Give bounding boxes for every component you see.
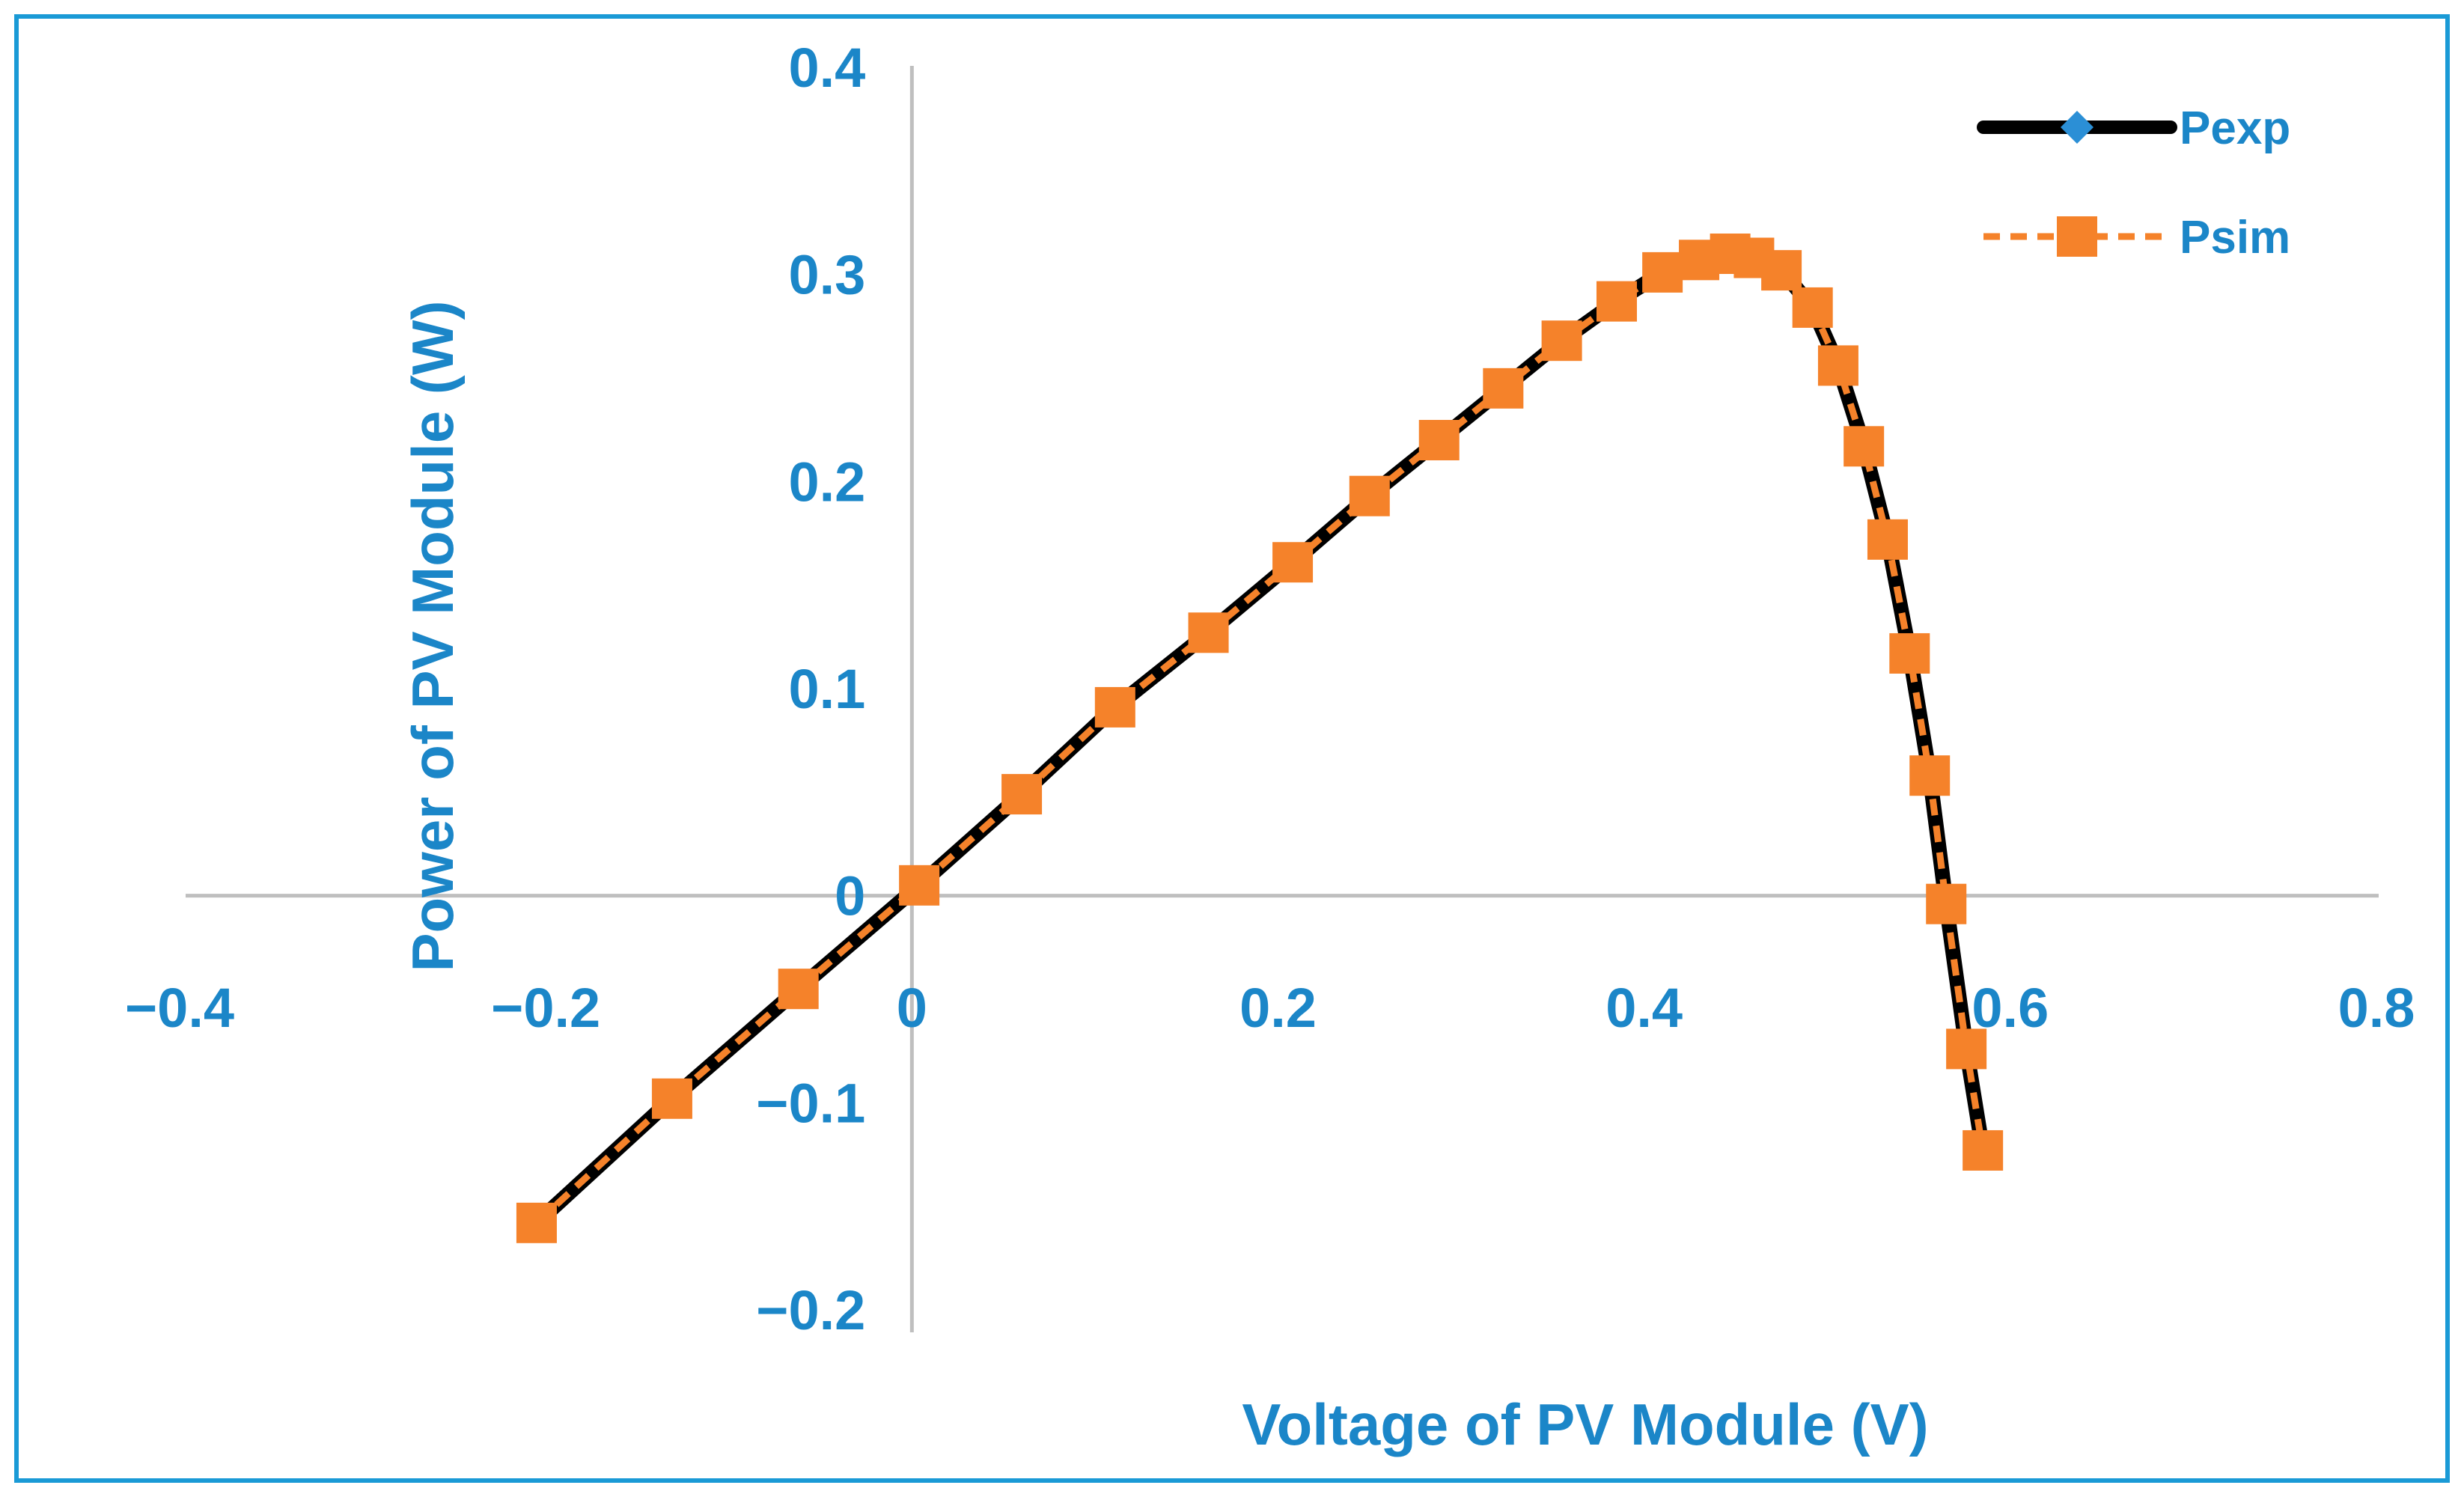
x-tick-label: 0.6 [1971,977,2049,1039]
psim-point [1349,475,1390,516]
legend-psim-label: Psim [2180,212,2290,263]
y-tick-label: 0.4 [788,37,865,99]
chart-frame [14,14,2450,1483]
legend: Pexp Psim [1977,103,2290,263]
x-tick-labels: −0.4 −0.2 0 0.2 0.4 0.6 0.8 [125,977,2415,1039]
legend-pexp-marker [2061,111,2094,144]
psim-point [1541,320,1582,362]
x-tick-label: 0.4 [1605,977,1683,1039]
psim-point [1596,281,1637,322]
psim-point [1792,287,1833,328]
psim-point [1272,542,1314,583]
psim-point [1926,883,1967,924]
x-tick-label: −0.2 [491,977,600,1039]
legend-pexp-label: Pexp [2180,103,2290,154]
series-layer [516,234,2004,1243]
psim-point [1761,250,1802,291]
psim-point [1946,1028,1987,1070]
y-tick-label: −0.1 [756,1072,865,1134]
y-tick-label: 0.2 [788,451,865,513]
psim-point [1867,519,1908,560]
psim-point [1909,755,1951,796]
psim-point [1889,632,1930,674]
series-psim-line [534,250,1986,1226]
psim-point [1817,345,1858,386]
psim-point [1418,420,1460,460]
psim-point [1094,686,1135,728]
y-tick-label: 0 [835,865,865,927]
y-tick-label: 0.1 [788,658,865,720]
psim-point [1642,251,1683,293]
psim-point [899,865,940,906]
x-axis-title: Voltage of PV Module (V) [1242,1391,1928,1457]
legend-entry-pexp: Pexp [1977,103,2290,154]
psim-point [1844,426,1885,467]
legend-psim-marker [2057,216,2097,257]
psim-point [1188,612,1229,653]
x-tick-label: 0.8 [2338,977,2415,1039]
x-tick-label: 0.2 [1239,977,1317,1039]
psim-point [1483,368,1524,409]
psim-point [516,1202,557,1243]
legend-entry-psim: Psim [1983,212,2290,263]
y-tick-label: −0.2 [756,1279,865,1341]
psim-point [651,1078,692,1119]
y-axis-title: Power of PV Module (W) [400,301,466,972]
x-tick-label: −0.4 [125,977,234,1039]
x-tick-label: 0 [897,977,927,1039]
y-tick-labels: −0.2 −0.1 0 0.1 0.2 0.3 0.4 [756,37,865,1341]
psim-point [778,969,819,1010]
psim-point [1001,774,1043,815]
psim-point [1963,1129,2004,1171]
y-tick-label: 0.3 [788,244,865,306]
